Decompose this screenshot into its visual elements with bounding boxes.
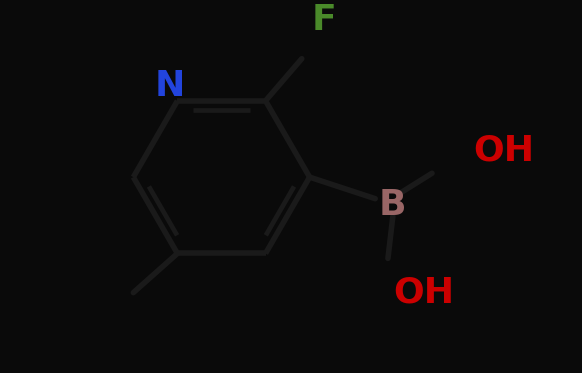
Text: OH: OH [393, 276, 454, 310]
Text: B: B [379, 188, 407, 222]
Text: N: N [154, 69, 184, 103]
Text: OH: OH [473, 134, 534, 168]
Text: F: F [312, 3, 336, 37]
